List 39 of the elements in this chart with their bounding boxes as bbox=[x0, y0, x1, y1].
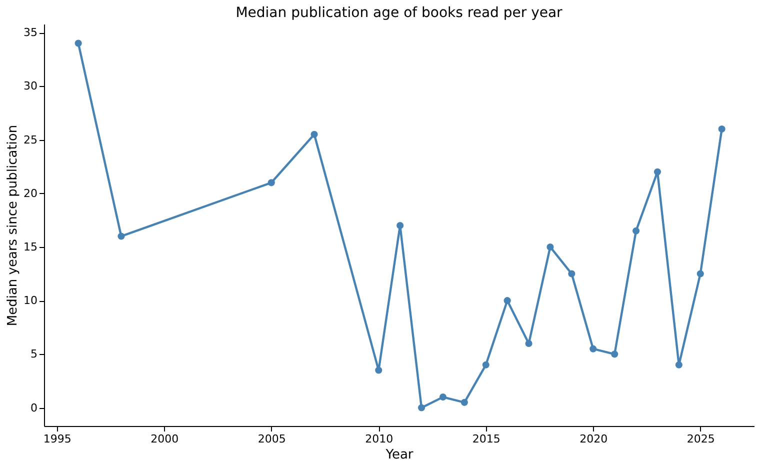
x-tick-label: 2015 bbox=[472, 432, 500, 446]
y-tick-label: 5 bbox=[30, 348, 38, 361]
point bbox=[696, 270, 704, 278]
y-tick-label: 30 bbox=[24, 80, 38, 93]
point bbox=[675, 361, 682, 368]
point bbox=[611, 350, 618, 358]
point bbox=[375, 366, 382, 374]
chart-title: Median publication age of books read per year bbox=[236, 5, 563, 21]
x-tick-label: 2010 bbox=[365, 432, 394, 446]
point bbox=[418, 404, 426, 412]
y-axis-title: Median years since publication bbox=[6, 124, 21, 326]
y-tick-label: 25 bbox=[24, 133, 38, 146]
point bbox=[654, 168, 662, 176]
point bbox=[568, 270, 576, 278]
point bbox=[632, 227, 640, 234]
x-tick-label: 2025 bbox=[686, 432, 715, 446]
point bbox=[482, 361, 490, 368]
point bbox=[439, 394, 447, 401]
x-axis-title: Year bbox=[384, 448, 414, 462]
x-tick-label: 2000 bbox=[150, 432, 179, 446]
y-tick-label: 0 bbox=[30, 401, 38, 414]
point bbox=[396, 222, 404, 230]
y-tick-label: 20 bbox=[24, 186, 38, 200]
x-tick-label: 2005 bbox=[258, 432, 286, 446]
point bbox=[590, 345, 597, 352]
y-tick-label: 15 bbox=[24, 240, 38, 254]
x-tick-label: 1995 bbox=[43, 432, 72, 446]
point bbox=[118, 232, 125, 240]
point bbox=[310, 130, 318, 138]
point bbox=[546, 243, 554, 251]
point bbox=[504, 297, 511, 304]
point bbox=[268, 179, 275, 186]
point bbox=[74, 40, 82, 47]
x-tick-label: 2020 bbox=[580, 432, 608, 446]
point bbox=[718, 126, 726, 133]
y-tick-label: 35 bbox=[24, 26, 38, 40]
y-tick-label: 10 bbox=[24, 294, 38, 308]
point bbox=[525, 340, 532, 347]
point bbox=[460, 398, 468, 406]
